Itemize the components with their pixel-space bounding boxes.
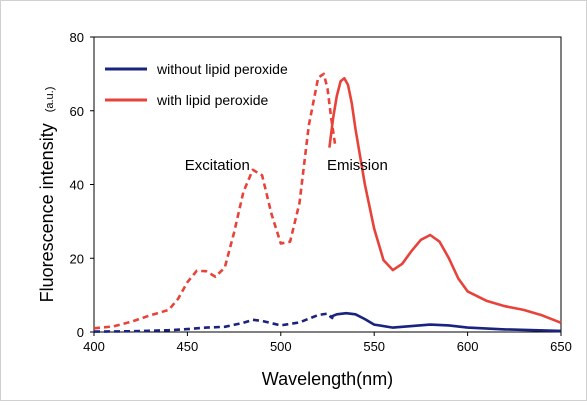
x-tick-label: 450 [177, 339, 199, 354]
series-line-1 [328, 311, 562, 333]
x-axis-label: Wavelength(nm) [262, 369, 393, 389]
series-line-3 [328, 77, 562, 325]
x-tick-label: 650 [550, 339, 572, 354]
legend-label: without lipid peroxide [156, 61, 288, 77]
y-axis-label: Fluorescence intensity (a.u.) [37, 87, 57, 303]
y-tick-label: 40 [70, 178, 84, 193]
x-tick-label: 600 [457, 339, 479, 354]
legend: without lipid peroxide with lipid peroxid… [105, 61, 288, 108]
plot-border [93, 36, 562, 333]
plot-area [93, 36, 562, 333]
x-tick-label: 400 [83, 339, 105, 354]
annotation-label: Excitation [185, 157, 250, 174]
legend-label: with lipid peroxide [156, 92, 268, 108]
annotation-layer: Excitation Emission [185, 157, 388, 174]
y-axis-label-group: Fluorescence intensity (a.u.) [37, 87, 57, 303]
y-axis: 0 20 40 60 80 [70, 30, 94, 340]
y-tick-label: 80 [70, 30, 84, 45]
y-tick-label: 0 [77, 325, 84, 340]
series-line-0 [93, 312, 334, 333]
series-line-2 [93, 72, 337, 330]
x-axis: 400 450 500 550 600 650 [83, 332, 572, 354]
x-tick-label: 550 [363, 339, 385, 354]
x-tick-label: 500 [270, 339, 292, 354]
y-tick-label: 60 [70, 104, 84, 119]
y-axis-label-unit: (a.u.) [44, 87, 56, 113]
y-axis-label-text: Fluorescence intensity [37, 123, 57, 302]
series-layer [93, 72, 562, 333]
annotation-label: Emission [327, 157, 388, 174]
y-tick-label: 20 [70, 251, 84, 266]
